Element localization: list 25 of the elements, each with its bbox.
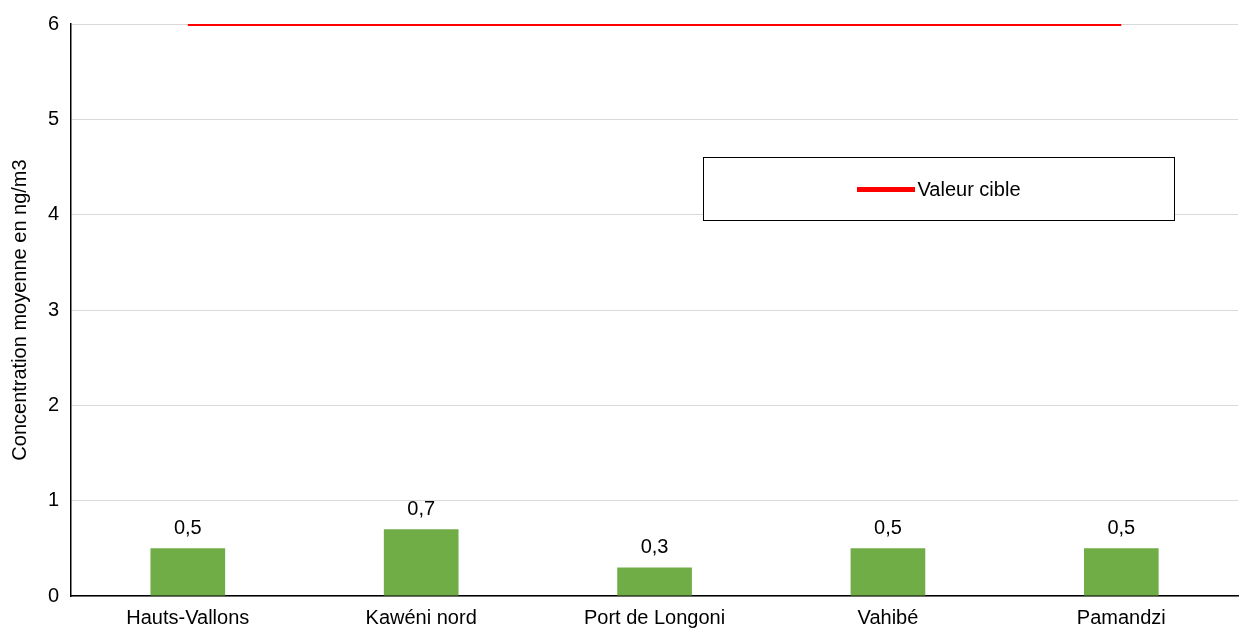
x-tick-label: Hauts-Vallons [126,605,250,628]
y-tick-label: 4 [48,202,60,225]
x-tick-label: Vahibé [857,605,919,628]
bar [850,548,926,596]
y-tick-label: 0 [48,583,60,606]
data-label: 0,7 [407,496,436,519]
y-tick-label: 5 [48,106,60,129]
legend-label: Valeur cible [917,177,1021,201]
bar [383,529,459,596]
data-label: 0,5 [173,515,202,538]
legend: Valeur cible [703,157,1175,221]
x-tick-label: Kawéni nord [365,605,477,628]
x-tick-label: Port de Longoni [583,605,726,628]
x-tick-label: Pamandzi [1076,605,1166,628]
bar [150,548,226,596]
bar [1083,548,1159,596]
data-label: 0,3 [640,534,669,557]
y-axis-title: Concentration moyenne en ng/m3 [7,159,30,461]
bar [617,567,692,596]
y-tick-label: 3 [48,297,60,320]
y-tick-label: 6 [48,11,60,34]
y-tick-label: 1 [48,488,60,511]
data-label: 0,5 [1107,515,1136,538]
data-label: 0,5 [874,515,902,538]
y-tick-label: 2 [48,392,60,415]
